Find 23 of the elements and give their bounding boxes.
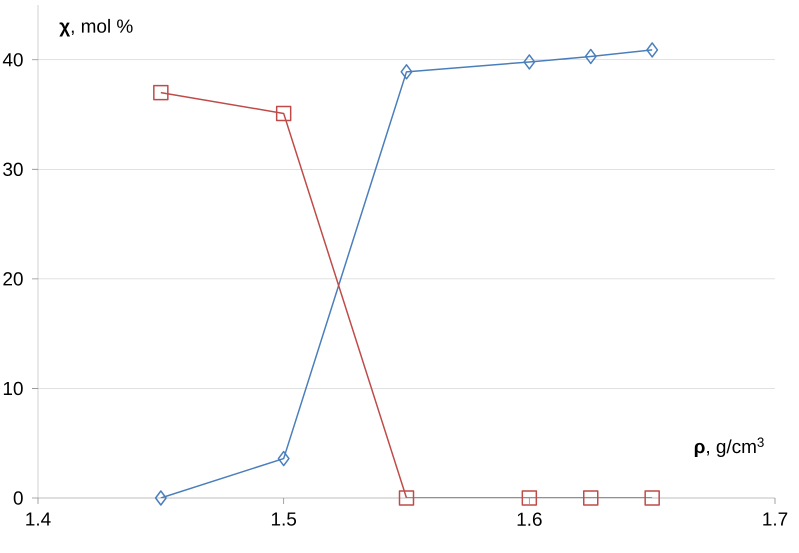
x-tick-label: 1.6	[518, 512, 542, 526]
y-axis-title: χ, mol %	[59, 18, 133, 37]
x-tick-label: 1.7	[763, 512, 788, 526]
point	[644, 490, 660, 506]
point	[646, 42, 658, 58]
x-axis-title: ρ, g/cm$^{3}$	[694, 438, 764, 457]
y-tick-label: 40	[2, 53, 23, 66]
point	[278, 450, 290, 466]
y-tick-label: 30	[3, 162, 23, 176]
x-tick-label: 1.5	[272, 512, 296, 526]
point	[523, 54, 536, 70]
y-tick-label: 20	[3, 272, 23, 286]
point	[522, 490, 538, 506]
y-tick-label: 10	[4, 382, 23, 396]
point	[276, 106, 292, 122]
point	[584, 48, 597, 64]
point	[398, 490, 414, 506]
y-tick-label: 0	[14, 491, 23, 505]
point	[400, 64, 413, 80]
point	[583, 490, 599, 506]
point	[153, 84, 169, 100]
x-tick-label: 1.4	[26, 512, 51, 526]
point	[154, 490, 167, 506]
